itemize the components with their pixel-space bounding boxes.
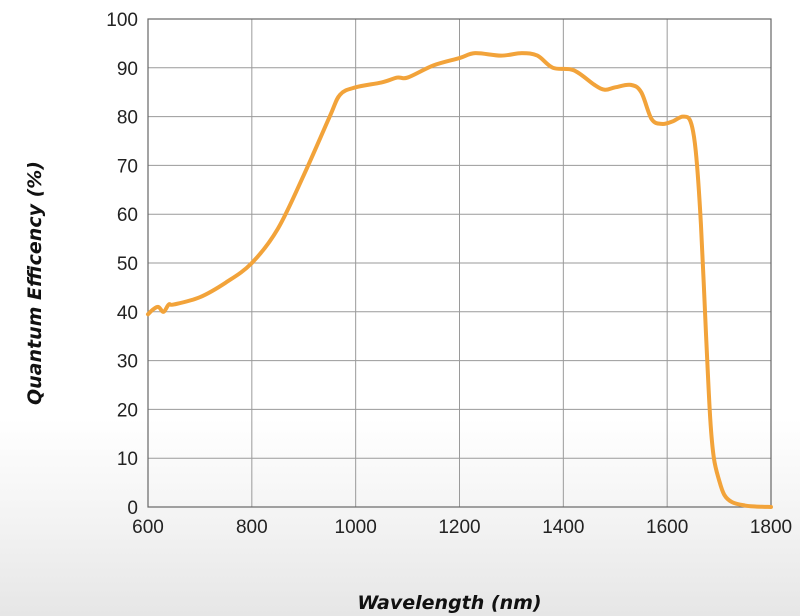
y-tick-label: 70: [117, 156, 138, 177]
x-axis-title: Wavelength (nm): [357, 592, 541, 614]
y-tick-label: 30: [117, 352, 138, 373]
y-tick-label: 0: [127, 498, 138, 519]
plot-frame: [147, 18, 772, 508]
series-layer: [146, 51, 773, 509]
x-tick-label: 800: [236, 517, 268, 538]
y-tick-label: 20: [117, 400, 138, 421]
x-tick-label: 1000: [335, 517, 377, 538]
x-tick-label: 1600: [646, 517, 688, 538]
y-tick-label: 90: [117, 59, 138, 80]
qe-series-line: [146, 51, 773, 509]
y-tick-label: 10: [117, 449, 138, 470]
x-tick-label: 1200: [438, 517, 480, 538]
y-tick-label: 80: [117, 108, 138, 129]
y-tick-label: 50: [117, 254, 138, 275]
y-tick-label: 40: [117, 303, 138, 324]
y-tick-label: 100: [106, 10, 138, 31]
x-tick-labels: 600 800 1000 1200 1400 1600 1800: [132, 517, 792, 538]
x-tick-label: 1400: [542, 517, 584, 538]
y-axis-title: Quantum Efficency (%): [24, 161, 46, 405]
x-tick-label: 1800: [750, 517, 792, 538]
y-tick-label: 60: [117, 205, 138, 226]
grid-layer: [147, 18, 772, 508]
y-tick-labels: 0 10 20 30 40 50 60 70 80 90 100: [106, 10, 138, 519]
x-tick-label: 600: [132, 517, 164, 538]
